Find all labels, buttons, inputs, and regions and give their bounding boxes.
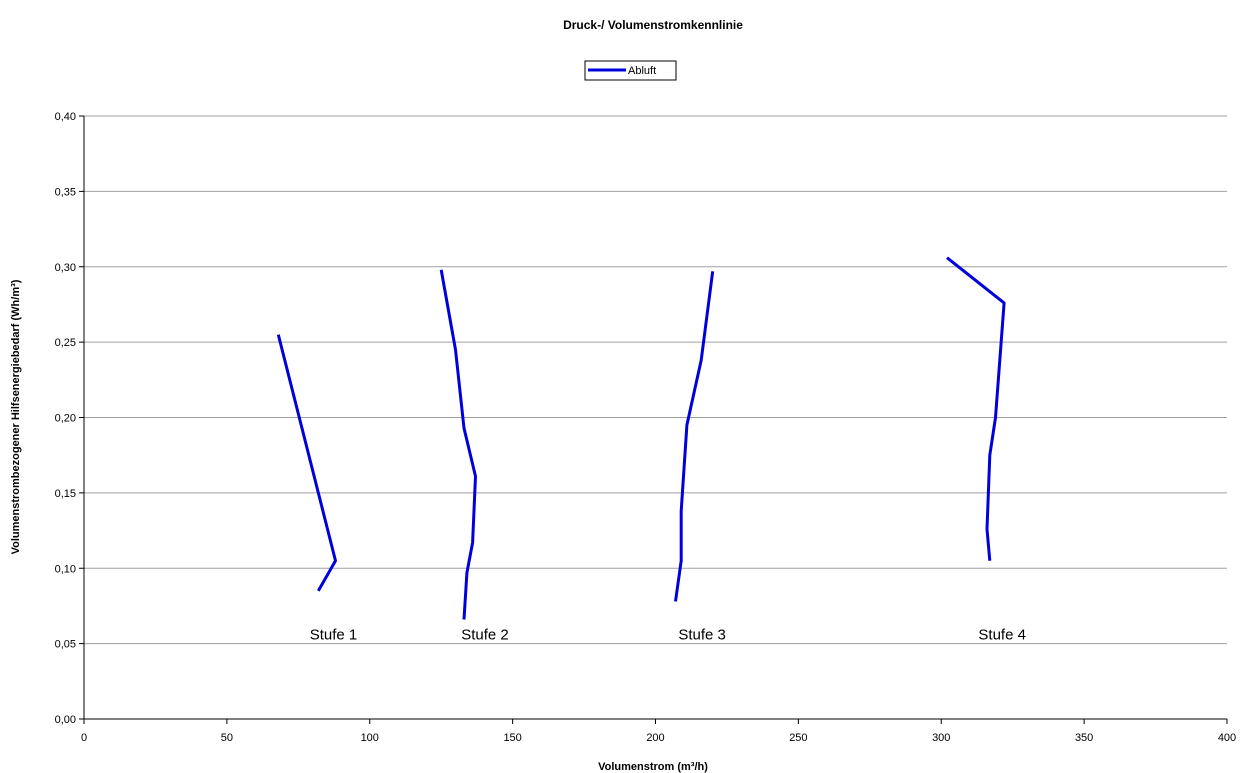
series-line-segment-4 [946, 256, 1006, 561]
gridlines [84, 115, 1227, 645]
y-tick-label: 0,40 [55, 111, 76, 123]
x-tick-label: 400 [1218, 732, 1236, 744]
y-tick-label: 0,15 [55, 488, 76, 500]
series-line-segment-3 [674, 271, 715, 602]
y-tick-label: 0,05 [55, 639, 76, 651]
x-tick-label: 200 [646, 732, 664, 744]
y-tick-label: 0,00 [55, 714, 76, 726]
x-tick-label: 100 [361, 732, 379, 744]
annotation-stufe-1: Stufe 1 [310, 627, 358, 644]
x-tick-label: 50 [221, 732, 233, 744]
x-tick-label: 0 [81, 732, 87, 744]
legend-box [584, 60, 677, 81]
legend: Abluft [584, 60, 677, 81]
y-tick-label: 0,10 [55, 563, 76, 575]
axes [79, 115, 1228, 724]
chart-title: Druck-/ Volumenstromkennlinie [563, 18, 743, 32]
x-axis-label: Volumenstrom (m³/h) [598, 761, 708, 773]
y-tick-label: 0,25 [55, 337, 76, 349]
x-tick-label: 150 [503, 732, 521, 744]
annotations: Stufe 1 Stufe 2 Stufe 3 Stufe 4 [310, 627, 1026, 644]
series-line-segment-2 [439, 269, 477, 620]
series-line-segment-1 [276, 334, 337, 592]
x-tick-label: 350 [1075, 732, 1093, 744]
annotation-stufe-2: Stufe 2 [461, 627, 509, 644]
legend-label: Abluft [628, 65, 656, 77]
y-tick-label: 0,35 [55, 186, 76, 198]
x-tick-label: 300 [932, 732, 950, 744]
series-lines [276, 256, 1006, 620]
y-tick-label: 0,20 [55, 413, 76, 425]
tick-labels: 0,00 0,05 0,10 0,15 0,20 0,25 0,30 0,35 0,40 0 50 1… [55, 111, 1237, 744]
annotation-stufe-4: Stufe 4 [978, 627, 1026, 644]
annotation-stufe-3: Stufe 3 [678, 627, 726, 644]
y-tick-label: 0,30 [55, 262, 76, 274]
x-tick-label: 250 [789, 732, 807, 744]
y-axis-label: Volumenstrombezogener Hilfsenergiebedarf… [10, 279, 22, 554]
